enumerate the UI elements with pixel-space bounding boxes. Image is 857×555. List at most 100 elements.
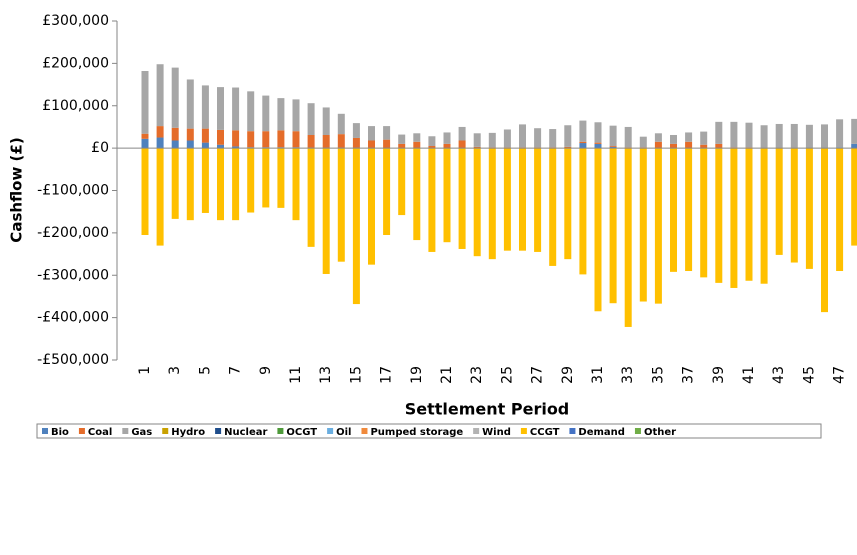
bar-segment: [609, 146, 617, 149]
bar-segment: [277, 148, 285, 208]
bar-segment: [292, 99, 300, 132]
legend-swatch: [215, 428, 222, 434]
bar-segment: [217, 87, 224, 130]
x-tick-label: 19: [409, 366, 425, 384]
legend-swatch: [42, 428, 48, 434]
bar-segment: [564, 125, 572, 147]
x-tick-label: 27: [530, 366, 546, 384]
bar-segment: [745, 148, 753, 281]
bar-segment: [775, 148, 783, 255]
bar-segment: [413, 133, 421, 142]
bar-segment: [292, 148, 300, 221]
bar-segment: [670, 143, 677, 149]
x-tick-label: 23: [469, 366, 485, 384]
x-tick-label: 25: [499, 366, 515, 384]
x-tick-label: 21: [439, 366, 455, 384]
x-tick-label: 3: [167, 366, 183, 375]
x-tick-label: 15: [348, 366, 364, 384]
bar-segment: [639, 136, 647, 148]
legend-swatch: [162, 428, 169, 434]
x-tick-label: 33: [620, 366, 636, 384]
legend-box: [36, 423, 822, 439]
bar-segment: [654, 141, 662, 149]
bar-segment: [398, 134, 406, 144]
bar-segment: [458, 140, 466, 149]
x-tick-label: 43: [771, 366, 787, 384]
bar-segment: [700, 144, 708, 149]
legend-swatch: [78, 428, 85, 434]
y-tick-label: -£100,000: [37, 183, 109, 199]
bar-segment: [368, 148, 375, 265]
legend-label: Pumped storage: [370, 427, 463, 438]
x-tick-label: 5: [197, 366, 213, 375]
bar-segment: [337, 113, 345, 135]
bar-segment: [790, 148, 798, 263]
bar-segment: [156, 148, 164, 246]
bar-segment: [232, 148, 240, 221]
legend-label: CCGT: [530, 427, 560, 438]
legend-label: Demand: [578, 427, 625, 438]
bar-segment: [503, 148, 511, 251]
x-tick-label: 41: [741, 366, 757, 384]
y-axis-title: Cashflow (£): [8, 137, 26, 242]
bar-segment: [247, 91, 255, 132]
x-tick-label: 47: [832, 366, 848, 384]
bar-segment: [186, 79, 194, 129]
bar-segment: [700, 131, 708, 145]
bar-segment: [352, 137, 360, 148]
bar-segment: [519, 124, 526, 148]
bar-segment: [337, 134, 345, 148]
bar-segment: [836, 148, 844, 272]
bar-segment: [715, 143, 723, 149]
x-tick-label: 31: [590, 366, 606, 384]
bar-segment: [156, 137, 164, 149]
y-tick-label: £200,000: [42, 55, 109, 71]
bar-segment: [322, 148, 330, 274]
bar-segment: [609, 125, 617, 147]
x-tick-label: 29: [560, 366, 576, 384]
legend-label: Gas: [131, 427, 152, 438]
legend-label: Oil: [336, 427, 351, 438]
bar-segment: [730, 121, 738, 148]
bar-segment: [156, 126, 164, 138]
bar-segment: [247, 131, 255, 148]
bar-segment: [262, 95, 270, 132]
bar-segment: [232, 130, 240, 147]
bar-segment: [805, 148, 813, 269]
bar-segment: [443, 132, 451, 144]
bar-segment: [790, 123, 798, 148]
bar-segment: [428, 146, 436, 149]
bar-segment: [171, 140, 179, 149]
bar-segment: [685, 141, 693, 149]
bar-segment: [201, 85, 209, 129]
bar-segment: [670, 148, 677, 272]
bar-segment: [594, 122, 602, 143]
bar-segment: [503, 129, 511, 148]
bar-segment: [715, 121, 723, 144]
bar-segment: [775, 123, 783, 148]
bar-segment: [654, 148, 662, 304]
bar-segment: [745, 122, 753, 148]
legend-swatch: [122, 428, 129, 434]
bar-segment: [821, 124, 828, 149]
bar-segment: [352, 148, 360, 305]
bar-segment: [443, 143, 451, 149]
legend-swatch: [569, 428, 576, 434]
bar-segment: [564, 148, 572, 260]
bar-segment: [579, 143, 587, 149]
bar-segment: [443, 148, 451, 243]
bar-segment: [201, 128, 209, 143]
legend-swatch: [277, 428, 284, 434]
x-tick-label: 7: [228, 366, 244, 375]
bar-segment: [307, 134, 315, 148]
bar-segment: [594, 142, 602, 144]
bar-segment: [368, 140, 375, 149]
bar-segment: [337, 148, 345, 262]
bar-segment: [413, 141, 421, 149]
bar-segment: [368, 126, 375, 141]
legend-label: Hydro: [171, 427, 205, 438]
bar-segment: [579, 120, 587, 142]
bar-segment: [579, 148, 587, 275]
y-tick-label: £0: [91, 140, 109, 156]
bar-segment: [715, 148, 723, 283]
